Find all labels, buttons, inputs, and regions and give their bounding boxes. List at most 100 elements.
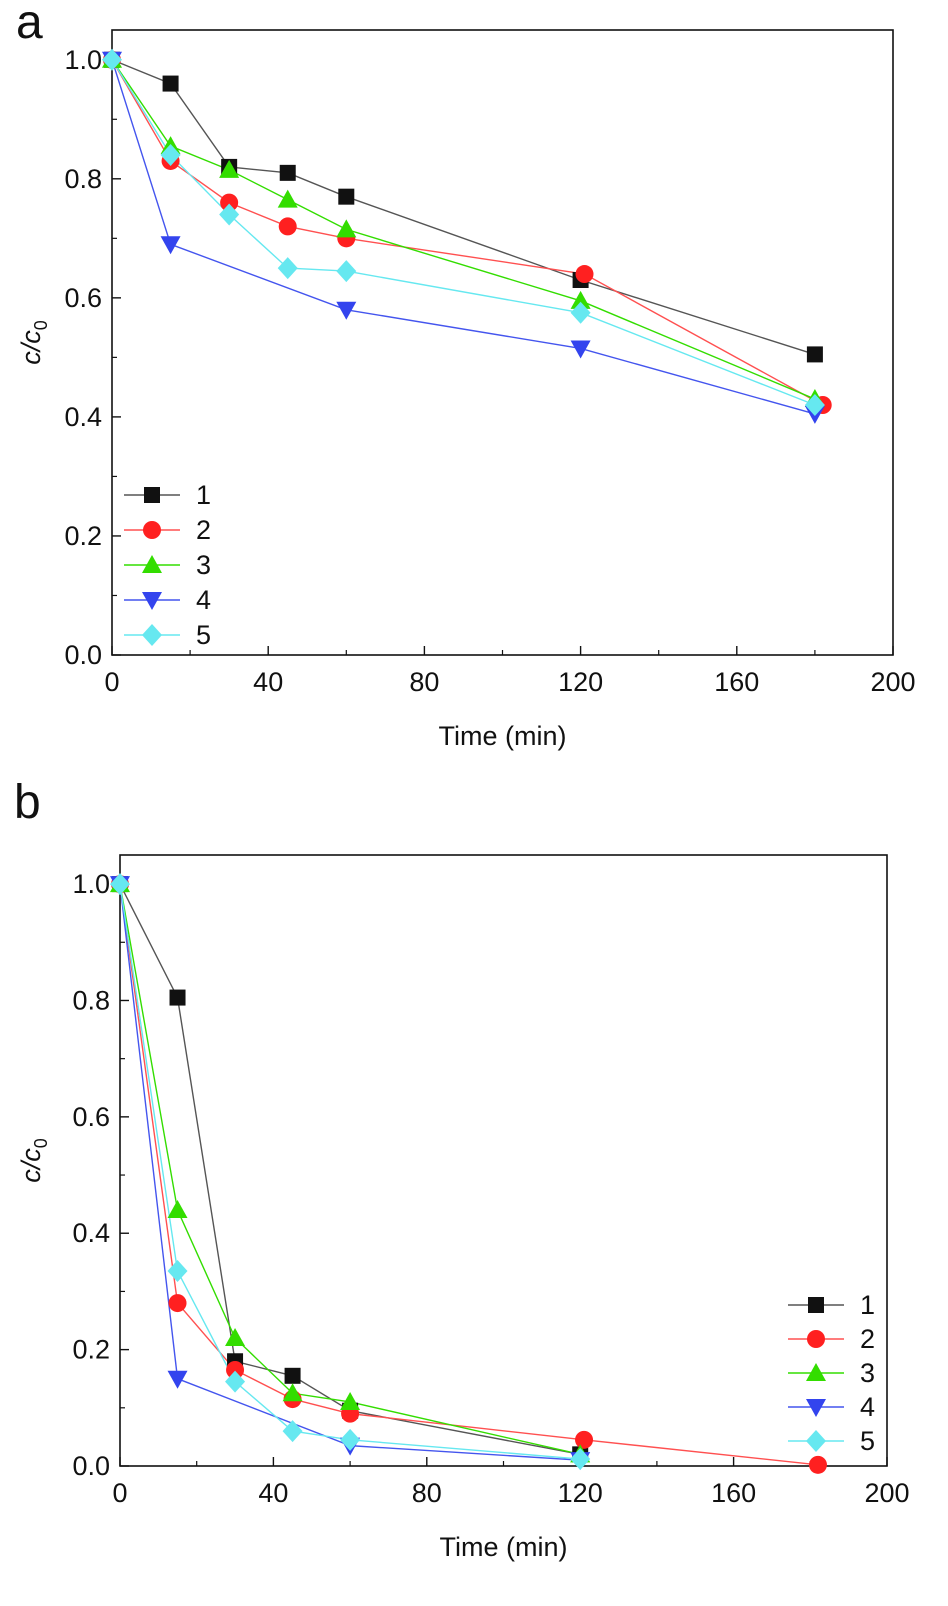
data-point-series-2	[808, 1455, 827, 1474]
legend-label: 3	[196, 550, 211, 580]
y-tick-label: 0.6	[64, 283, 102, 313]
x-tick-label: 40	[258, 1478, 288, 1508]
data-point-series-2	[575, 265, 594, 284]
data-point-series-5	[282, 1420, 303, 1443]
legend-marker	[807, 1330, 825, 1348]
panel-label: b	[14, 776, 41, 829]
y-tick-label: 0.6	[72, 1102, 110, 1132]
data-point-series-1	[169, 989, 186, 1006]
data-point-series-1	[279, 164, 296, 181]
data-point-series-1	[338, 188, 355, 205]
y-axis-title-main: c/c	[16, 330, 46, 365]
data-point-series-5	[167, 1260, 188, 1283]
legend-marker	[142, 592, 162, 610]
data-point-series-2	[278, 217, 297, 236]
data-point-series-3	[225, 1327, 246, 1346]
x-tick-label: 0	[112, 1478, 127, 1508]
data-point-series-5	[110, 873, 130, 896]
data-point-series-3	[570, 290, 591, 309]
legend-marker	[806, 1399, 826, 1417]
legend-marker	[142, 624, 162, 646]
x-tick-label: 40	[253, 667, 283, 697]
legend-marker	[143, 521, 161, 539]
series-line-1	[119, 883, 581, 1456]
y-axis-title: c/c0	[16, 1138, 51, 1183]
data-point-series-5	[219, 203, 240, 226]
x-tick-label: 160	[711, 1478, 756, 1508]
y-tick-label: 0.0	[72, 1451, 110, 1481]
data-point-series-3	[219, 159, 240, 178]
legend-label: 2	[860, 1324, 875, 1354]
x-tick-label: 80	[409, 667, 439, 697]
series-line-2	[119, 883, 819, 1466]
x-tick-label: 200	[864, 1478, 909, 1508]
series-line-4	[111, 59, 816, 415]
data-point-series-5	[160, 144, 181, 166]
series-line-1	[111, 59, 816, 356]
data-point-series-4	[167, 1370, 188, 1389]
data-point-series-5	[225, 1370, 246, 1393]
y-tick-label: 0.4	[64, 402, 102, 432]
series-line-3	[119, 883, 581, 1456]
legend-marker	[144, 487, 160, 503]
y-tick-label: 1.0	[64, 45, 102, 75]
legend-label: 5	[860, 1426, 875, 1456]
data-point-series-5	[102, 48, 122, 71]
legend-marker	[806, 1430, 826, 1452]
y-axis-title-subscript: 0	[31, 1138, 51, 1148]
x-axis-title: Time (min)	[440, 1532, 568, 1562]
legend-marker	[142, 555, 162, 573]
data-point-series-1	[284, 1367, 301, 1384]
data-point-series-2	[226, 1360, 245, 1379]
data-point-series-5	[336, 260, 357, 283]
x-tick-label: 80	[412, 1478, 442, 1508]
series-line-2	[111, 59, 824, 406]
data-point-series-5	[804, 394, 825, 416]
data-point-series-2	[220, 193, 239, 212]
x-tick-label: 200	[870, 667, 915, 697]
data-point-series-4	[336, 301, 357, 320]
data-point-series-3	[277, 189, 298, 208]
data-point-series-3	[336, 219, 357, 238]
y-tick-label: 1.0	[72, 869, 110, 899]
data-point-series-5	[570, 301, 591, 324]
legend-label: 1	[196, 480, 211, 510]
y-tick-label: 0.4	[72, 1218, 110, 1248]
y-tick-label: 0.0	[64, 640, 102, 670]
y-axis-title: c/c0	[16, 320, 51, 365]
legend-label: 1	[860, 1290, 875, 1320]
y-tick-label: 0.8	[72, 985, 110, 1015]
legend-label: 2	[196, 515, 211, 545]
data-point-series-3	[340, 1391, 361, 1410]
data-point-series-5	[570, 1448, 591, 1471]
series-line-5	[111, 59, 816, 406]
x-tick-label: 120	[558, 1478, 603, 1508]
data-point-series-1	[162, 75, 179, 92]
series-line-4	[119, 884, 581, 1461]
x-tick-label: 0	[104, 667, 119, 697]
data-point-series-4	[160, 236, 181, 255]
legend-label: 4	[860, 1392, 875, 1422]
y-tick-label: 0.2	[72, 1335, 110, 1365]
x-tick-label: 120	[558, 667, 603, 697]
x-axis-title: Time (min)	[439, 721, 567, 751]
y-tick-label: 0.8	[64, 164, 102, 194]
data-point-series-1	[806, 346, 823, 363]
data-point-series-3	[167, 1199, 188, 1218]
legend-label: 5	[196, 620, 211, 650]
panel-label: a	[16, 0, 43, 49]
x-tick-label: 160	[714, 667, 759, 697]
data-point-series-2	[168, 1294, 187, 1313]
legend-label: 4	[196, 585, 211, 615]
legend-label: 3	[860, 1358, 875, 1388]
y-axis-title-main: c/c	[16, 1148, 46, 1183]
data-point-series-5	[277, 257, 298, 280]
data-point-series-4	[570, 340, 591, 359]
series-line-3	[111, 59, 816, 400]
data-point-series-2	[575, 1430, 594, 1449]
y-tick-label: 0.2	[64, 521, 102, 551]
legend-marker	[806, 1363, 826, 1381]
data-point-series-3	[282, 1383, 303, 1402]
